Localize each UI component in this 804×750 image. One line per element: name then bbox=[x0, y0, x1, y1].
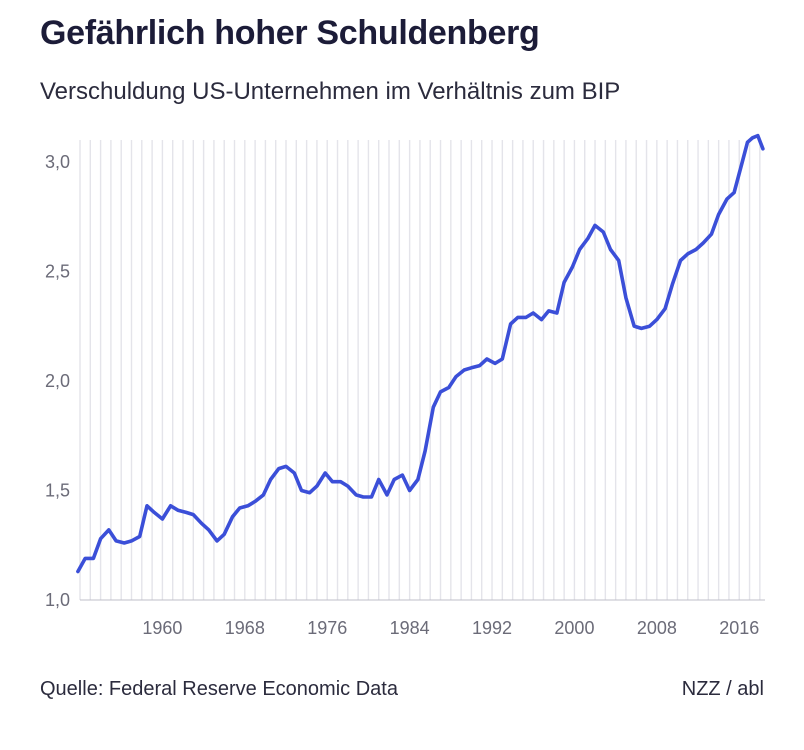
axes: 1,0 1,5 2,0 2,5 3,0 1960 1968 1976 1984 1992 2000 2… bbox=[45, 152, 765, 638]
y-tick-label: 1,5 bbox=[45, 480, 70, 500]
y-tick-label: 1,0 bbox=[45, 590, 70, 610]
x-tick-label: 1968 bbox=[225, 618, 265, 638]
y-tick-label: 3,0 bbox=[45, 152, 70, 172]
x-tick-label: 2008 bbox=[637, 618, 677, 638]
line-chart: 1,0 1,5 2,0 2,5 3,0 1960 1968 1976 1984 1992 2000 2… bbox=[45, 133, 765, 638]
x-tick-label: 1960 bbox=[142, 618, 182, 638]
x-tick-label: 2016 bbox=[719, 618, 759, 638]
series-layer bbox=[76, 133, 765, 574]
credit-note: NZZ / abl bbox=[681, 678, 764, 700]
y-tick-label: 2,0 bbox=[45, 371, 70, 391]
grid bbox=[79, 140, 761, 600]
x-tick-label: 1976 bbox=[307, 618, 347, 638]
x-tick-label: 1992 bbox=[472, 618, 512, 638]
x-tick-label: 1984 bbox=[390, 618, 430, 638]
x-tick-label: 2000 bbox=[554, 618, 594, 638]
y-tick-label: 2,5 bbox=[45, 261, 70, 281]
series-line bbox=[76, 133, 765, 574]
source-note: Quelle: Federal Reserve Economic Data bbox=[40, 678, 398, 700]
chart-subtitle: Verschuldung US-Unternehmen im Verhältni… bbox=[40, 78, 621, 105]
chart-title: Gefährlich hoher Schuldenberg bbox=[40, 14, 540, 52]
